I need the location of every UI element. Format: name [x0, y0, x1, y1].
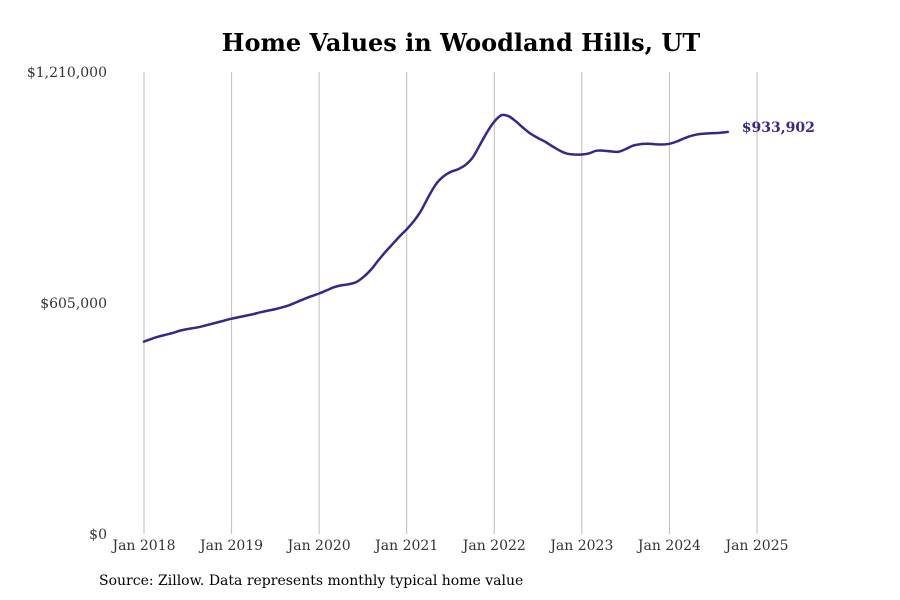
y-tick-label: $0	[89, 527, 107, 543]
series-line	[142, 113, 730, 343]
grid-layer	[143, 72, 758, 534]
y-tick-label: $605,000	[40, 296, 107, 312]
chart-title: Home Values in Woodland Hills, UT	[221, 28, 701, 57]
x-tick-label: Jan 2022	[461, 538, 526, 554]
x-tick-label: Jan 2021	[373, 538, 438, 554]
x-tick-label: Jan 2019	[198, 538, 263, 554]
annotation-layer: $933,902	[742, 120, 815, 136]
y-tick-label: $1,210,000	[27, 65, 107, 81]
x-tick-label: Jan 2018	[110, 538, 175, 554]
end-value-label: $933,902	[742, 120, 815, 136]
x-tick-label: Jan 2020	[286, 538, 351, 554]
x-axis: Jan 2018 Jan 2019 Jan 2020 Jan 2021 Jan 2022…	[110, 538, 788, 554]
y-axis: $0 $605,000 $1,210,000	[27, 65, 107, 543]
x-tick-label: Jan 2024	[636, 538, 701, 554]
source-note: Source: Zillow. Data represents monthly …	[99, 573, 524, 589]
x-tick-label: Jan 2025	[723, 538, 788, 554]
series-layer	[142, 113, 730, 343]
x-tick-label: Jan 2023	[548, 538, 613, 554]
